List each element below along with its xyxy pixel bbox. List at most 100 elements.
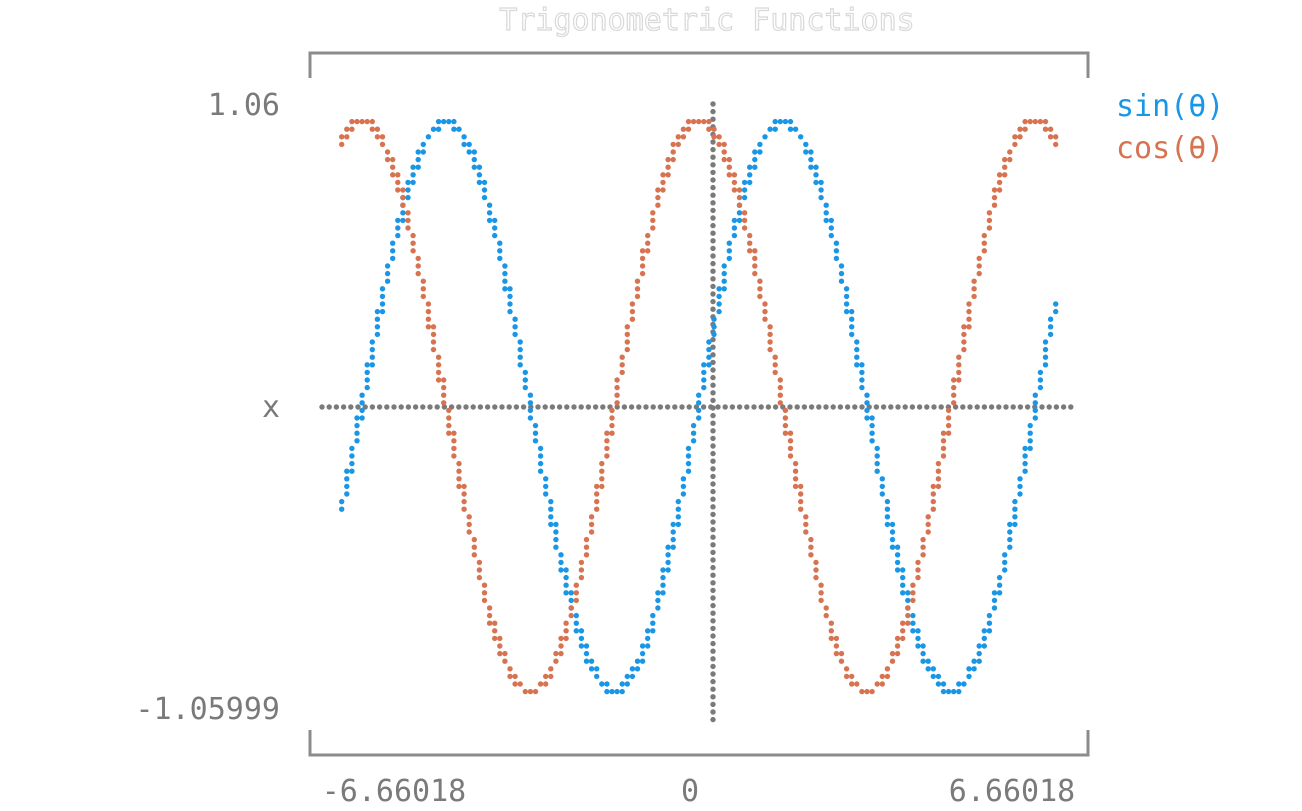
data-point [624,673,630,680]
data-point [996,574,1003,581]
data-point [634,286,641,292]
data-point [369,354,375,360]
y-axis-dot [710,694,716,700]
x-axis-dot [340,404,347,410]
data-point [548,673,554,680]
data-point [736,210,743,216]
x-axis-dot [686,404,692,410]
data-point [619,362,625,368]
data-point [910,590,916,596]
data-point [379,134,386,140]
data-point [405,194,411,201]
x-axis-dot [974,404,980,410]
data-point [1012,134,1018,140]
y-axis-dot [710,428,716,434]
data-point [558,559,564,566]
data-point [920,536,926,543]
data-point [828,225,834,231]
data-point [563,567,569,573]
data-point [624,331,630,338]
data-point [665,156,671,163]
data-point [1017,483,1023,490]
data-point [1032,415,1039,421]
data-point [532,422,539,429]
data-point [910,582,916,588]
data-point [466,514,472,520]
data-point [650,217,656,224]
data-point [629,308,636,315]
data-point [1053,308,1059,315]
x-axis-dot [549,404,556,410]
series-points [339,118,1059,695]
x-axis-dot [636,404,642,410]
data-point [344,126,350,132]
data-point [818,194,824,201]
data-point [925,666,931,672]
data-point [354,438,360,444]
data-point [1037,118,1044,125]
data-point [792,126,799,132]
data-point [629,316,636,322]
data-point [803,529,809,535]
data-point [390,156,396,163]
data-point [481,179,488,186]
data-point [981,643,987,649]
data-point [945,415,952,421]
data-point [655,187,661,193]
data-point [706,118,712,125]
x-axis-dot [621,404,628,410]
data-point [548,506,554,512]
data-point [583,658,590,664]
data-point [645,628,651,634]
y-axis-dot [710,306,716,312]
y-axis-dot [710,519,716,525]
data-point [956,354,962,360]
data-point [639,658,646,664]
data-point [435,354,442,360]
data-point [588,514,595,520]
data-point [843,286,850,292]
data-point [670,529,676,535]
data-point [808,164,814,170]
data-point [634,658,641,664]
data-point [619,688,625,695]
x-axis-dot [967,404,973,410]
y-axis-dot [710,496,716,502]
data-point [512,673,518,680]
data-point [415,255,421,262]
data-point [1002,552,1008,558]
x-axis-dot [794,404,800,410]
data-point [543,681,549,687]
data-point [670,521,676,528]
data-point [379,301,386,307]
data-point [680,126,687,132]
data-point [874,460,880,467]
x-axis-dot [801,404,808,410]
y-axis-dot [710,298,716,305]
data-point [435,126,442,132]
data-point [1002,156,1008,163]
y-axis-dot [710,230,716,236]
data-point [1002,164,1008,170]
data-point [701,369,707,376]
y-axis-dot [710,701,716,708]
data-point [951,688,957,695]
data-point [813,567,819,573]
x-axis-dot [384,404,390,410]
data-point [849,673,855,680]
data-point [573,582,579,588]
data-point [497,650,503,657]
data-point [512,681,518,687]
data-point [456,476,462,482]
data-point [685,460,692,467]
data-point [910,612,916,619]
data-point [991,194,998,201]
y-axis-dot [710,602,716,609]
x-axis-dot [456,404,462,410]
data-point [1007,544,1013,550]
data-point [736,202,743,208]
data-point [471,149,477,155]
data-point [502,263,508,269]
data-point [461,134,467,140]
data-point [854,362,860,368]
